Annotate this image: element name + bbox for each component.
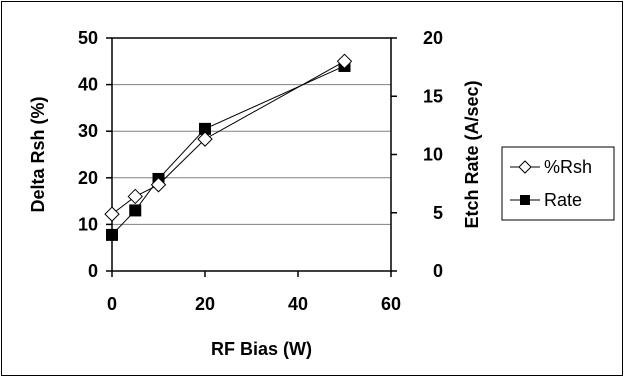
y-tick-label: 10 <box>78 214 98 234</box>
x-axis-label: RF Bias (W) <box>211 339 312 359</box>
data-point-rsh <box>104 206 120 222</box>
x-tick-label: 40 <box>288 294 308 314</box>
legend-marker-rate <box>520 195 530 205</box>
y2-tick-label: 15 <box>423 86 443 106</box>
data-point-rate <box>129 204 142 217</box>
series-line-rate <box>111 65 345 236</box>
x-tick-label: 0 <box>107 294 117 314</box>
legend-box <box>501 146 615 221</box>
legend-label-rate: Rate <box>544 190 582 210</box>
data-point-rate <box>106 228 118 241</box>
legend: %Rsh Rate <box>501 146 615 221</box>
data-point-rsh <box>197 131 213 147</box>
y2-tick-label: 10 <box>423 145 443 165</box>
y-tick-label: 40 <box>78 75 98 95</box>
data-point-rate <box>199 122 211 135</box>
legend-label-rsh: %Rsh <box>544 157 592 177</box>
y2-tick-label: 0 <box>433 261 443 281</box>
series-layer <box>104 53 353 241</box>
y-tick-label: 0 <box>88 261 98 281</box>
data-point-rsh <box>336 53 353 70</box>
legend-marker-rsh <box>518 160 532 174</box>
y2-tick-label: 20 <box>423 28 443 48</box>
x-tick-label: 20 <box>195 294 215 314</box>
x-tick-label: 60 <box>381 294 401 314</box>
plot-area <box>111 37 392 272</box>
ticks: 0 10 20 30 40 50 0 5 10 15 20 0 20 40 60 <box>78 28 443 314</box>
data-point-rsh <box>150 177 167 193</box>
y2-axis-label: Etch Rate (A/sec) <box>462 80 482 228</box>
gridlines <box>112 84 391 225</box>
y-tick-label: 50 <box>78 28 98 48</box>
y-tick-label: 20 <box>78 168 98 188</box>
y2-tick-label: 5 <box>433 203 443 223</box>
y-tick-label: 30 <box>78 121 98 141</box>
data-point-rsh <box>127 188 143 205</box>
y-axis-label: Delta Rsh (%) <box>28 96 48 212</box>
